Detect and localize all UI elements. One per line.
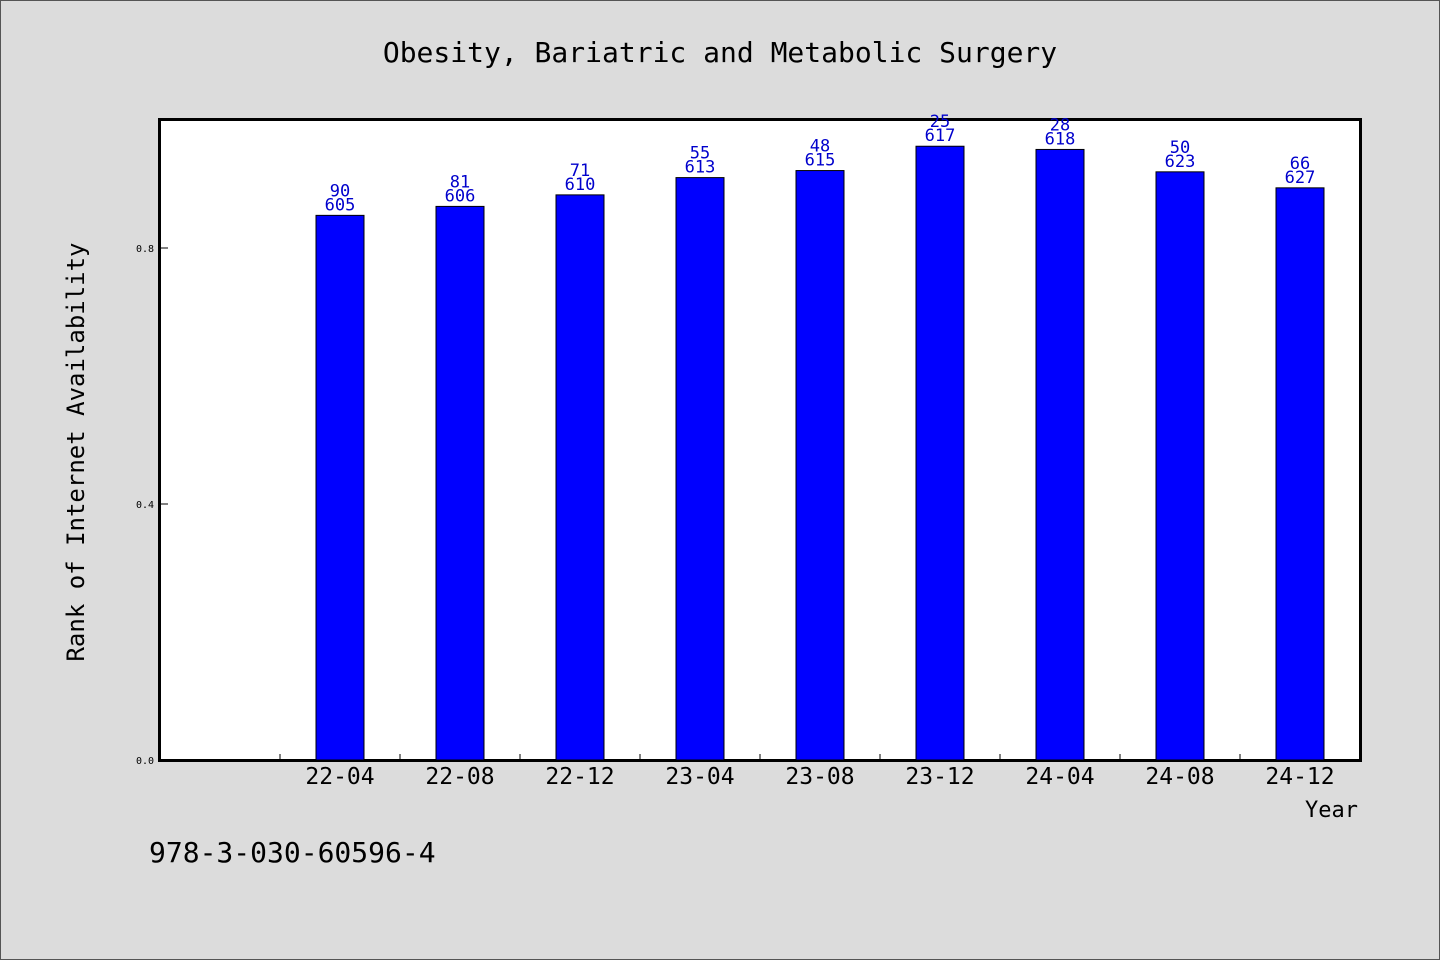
y-axis: 0.0 0.4 0.8	[136, 244, 168, 767]
data-label-bottom: 605	[325, 195, 356, 215]
y-tick-label: 0.8	[136, 244, 154, 255]
data-label-top: 55	[690, 144, 710, 164]
data-label-top: 25	[930, 112, 950, 132]
data-label-bottom: 623	[1165, 152, 1196, 172]
data-label-bottom: 610	[565, 175, 596, 195]
x-tick-label: 22-08	[425, 764, 494, 790]
y-tick-label: 0.0	[136, 756, 154, 767]
data-label-top: 81	[450, 172, 470, 192]
bar	[675, 177, 725, 761]
x-tick-label: 24-12	[1265, 764, 1334, 790]
x-tick-label: 24-04	[1025, 764, 1094, 790]
data-label-top: 66	[1290, 154, 1310, 174]
bar	[435, 205, 485, 761]
data-label-bottom: 627	[1285, 168, 1316, 188]
y-axis-label: Rank of Internet Availability	[62, 242, 90, 661]
x-tick-label: 23-08	[785, 764, 854, 790]
bar	[315, 214, 365, 761]
data-label-top: 90	[330, 181, 350, 201]
data-label-top: 48	[810, 137, 830, 157]
data-label-bottom: 613	[685, 158, 716, 178]
x-tick-label: 22-04	[305, 764, 374, 790]
data-label-top: 50	[1170, 138, 1190, 158]
data-label-bottom: 617	[925, 126, 956, 146]
data-label-bottom: 618	[1045, 129, 1076, 149]
isbn-text: 978-3-030-60596-4	[149, 836, 436, 869]
bar	[1035, 148, 1085, 761]
x-axis: 22-04 22-08 22-12 23-04 23-08 23-12 24-04 24-08…	[279, 754, 1335, 790]
bar	[915, 145, 965, 761]
data-label-bottom: 606	[445, 186, 476, 206]
data-label-top: 28	[1050, 115, 1070, 135]
bar	[1155, 171, 1205, 761]
y-tick-label: 0.4	[136, 500, 154, 511]
bar	[795, 170, 845, 761]
chart-title: Obesity, Bariatric and Metabolic Surgery	[383, 36, 1057, 69]
x-tick-label: 22-12	[545, 764, 614, 790]
data-label-bottom: 615	[805, 151, 836, 171]
bar-series	[315, 145, 1325, 761]
x-axis-label: Year	[1305, 798, 1358, 823]
data-label-top: 71	[570, 161, 590, 181]
bar	[1275, 187, 1325, 761]
x-tick-label: 24-08	[1145, 764, 1214, 790]
x-tick-label: 23-04	[665, 764, 734, 790]
x-tick-label: 23-12	[905, 764, 974, 790]
bar	[555, 194, 605, 761]
